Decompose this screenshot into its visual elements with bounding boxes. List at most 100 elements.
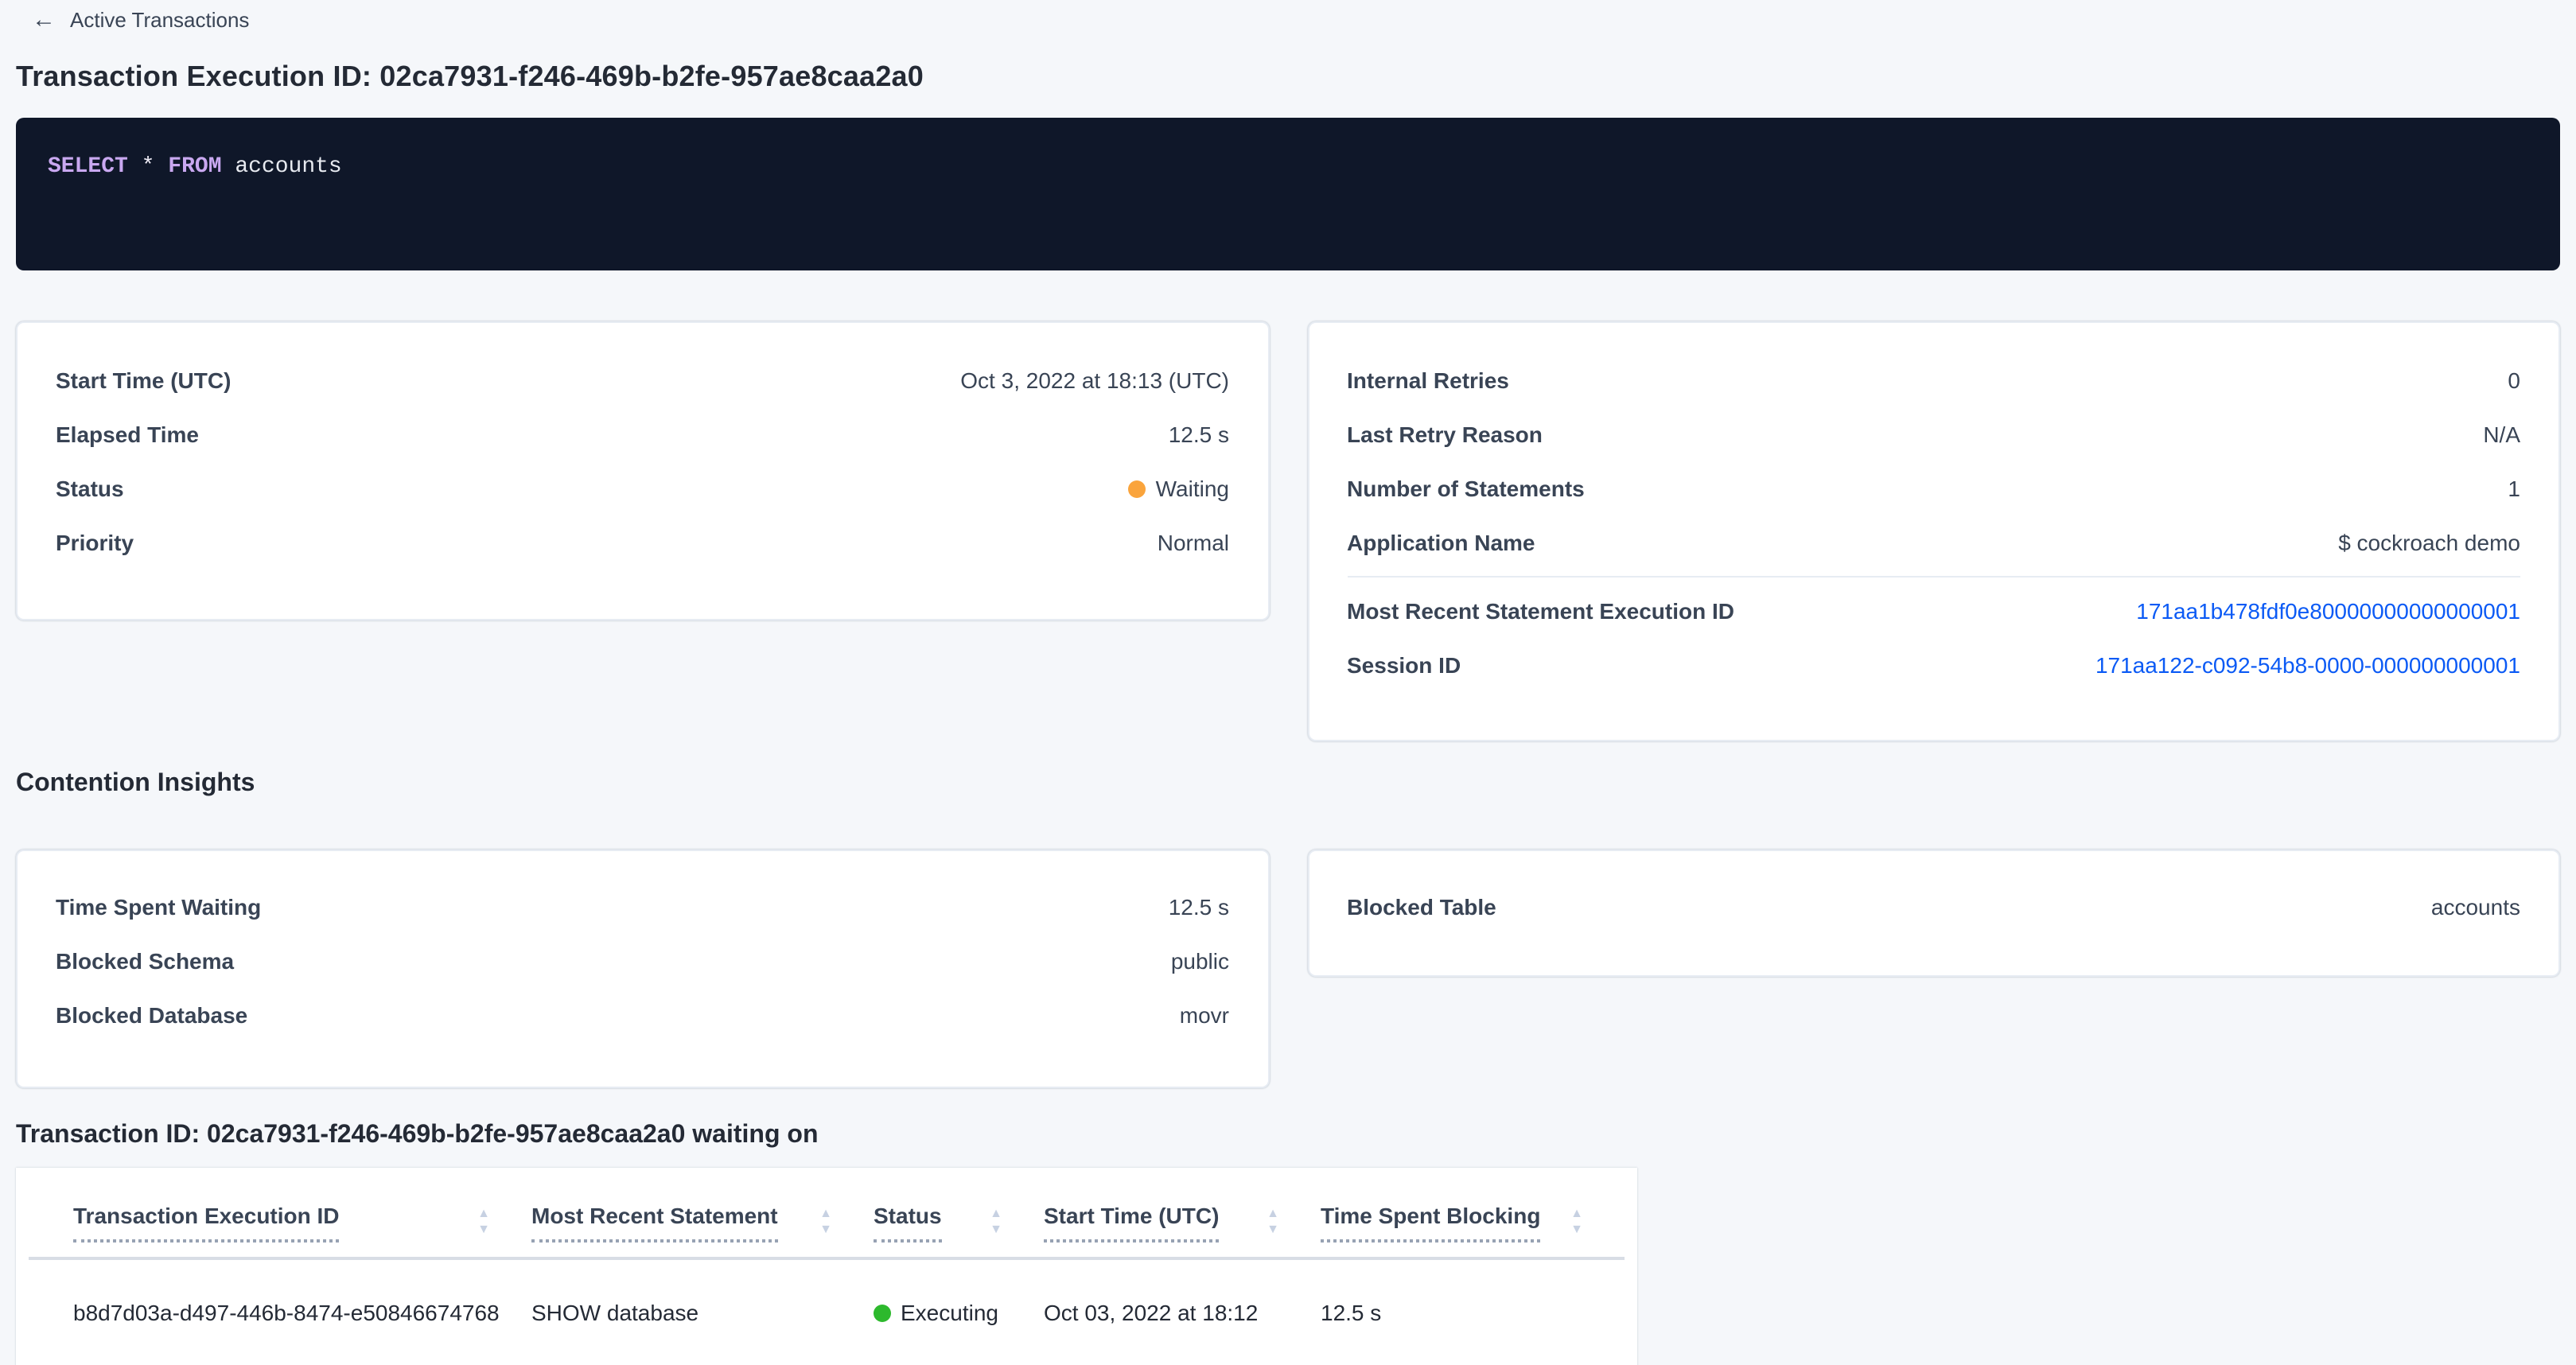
status-badge: Waiting [1128,476,1229,501]
info-row-internal-retries: Internal Retries 0 [1347,353,2520,407]
cell-most-recent-statement: SHOW database [531,1300,699,1325]
blocked-schema-value: public [1170,948,1229,974]
info-row-elapsed-time: Elapsed Time 12.5 s [56,407,1229,461]
blocked-database-label: Blocked Database [56,1002,248,1028]
sql-keyword-select: SELECT [48,154,128,180]
arrow-left-icon: ← [32,6,56,33]
column-header-transaction-execution-id[interactable]: Transaction Execution ID ▲ ▼ [73,1168,531,1257]
waiting-status-dot-icon [1128,480,1146,497]
contention-left-card: Time Spent Waiting 12.5 s Blocked Schema… [16,850,1269,1088]
column-header-status[interactable]: Status ▲ ▼ [874,1168,1044,1257]
waiting-transactions-table: Transaction Execution ID ▲ ▼ Most Recent… [16,1168,1637,1365]
priority-label: Priority [56,530,134,555]
elapsed-time-value: 12.5 s [1168,422,1229,447]
sort-desc-icon: ▼ [990,1222,1002,1236]
info-row-session-id: Session ID 171aa122-c092-54b8-0000-00000… [1347,638,2520,692]
start-time-value: Oct 3, 2022 at 18:13 (UTC) [960,368,1229,393]
contention-right-card: Blocked Table accounts [1307,850,2560,977]
info-row-number-of-statements: Number of Statements 1 [1347,461,2520,515]
column-header-most-recent-statement[interactable]: Most Recent Statement ▲ ▼ [531,1168,874,1257]
cell-transaction-execution-id: b8d7d03a-d497-446b-8474-e50846674768 [73,1300,500,1325]
statement-execution-id-label: Most Recent Statement Execution ID [1347,598,1734,624]
contention-cards-row: Time Spent Waiting 12.5 s Blocked Schema… [16,850,2560,1088]
session-id-label: Session ID [1347,652,1461,678]
internal-retries-label: Internal Retries [1347,368,1509,393]
info-row-blocked-database: Blocked Database movr [56,988,1229,1042]
sort-icon[interactable]: ▲ ▼ [990,1206,1002,1236]
sort-desc-icon: ▼ [477,1222,490,1236]
cell-status: Executing [874,1300,1044,1325]
page-title: Transaction Execution ID: 02ca7931-f246-… [16,60,924,92]
column-label: Status [874,1203,942,1242]
info-row-blocked-schema: Blocked Schema public [56,934,1229,988]
last-retry-reason-value: N/A [2483,422,2520,447]
table-row: b8d7d03a-d497-446b-8474-e50846674768 SHO… [29,1260,1625,1365]
breadcrumb-label: Active Transactions [70,8,250,32]
sort-asc-icon: ▲ [1267,1206,1279,1220]
info-row-status: Status Waiting [56,461,1229,515]
card-divider [1347,576,2520,578]
cell-start-time: Oct 03, 2022 at 18:12 [1044,1300,1259,1325]
application-name-value: $ cockroach demo [2338,530,2520,555]
column-header-time-spent-blocking[interactable]: Time Spent Blocking ▲ ▼ [1321,1168,1625,1257]
sort-asc-icon: ▲ [477,1206,490,1220]
column-label: Transaction Execution ID [73,1203,340,1242]
status-value: Waiting [1155,476,1229,501]
sort-desc-icon: ▼ [1267,1222,1279,1236]
internal-retries-value: 0 [2508,368,2520,393]
contention-insights-heading: Contention Insights [16,770,255,797]
overview-cards-row: Start Time (UTC) Oct 3, 2022 at 18:13 (U… [16,321,2560,741]
sort-asc-icon: ▲ [819,1206,832,1220]
blocked-table-label: Blocked Table [1347,894,1496,920]
sort-icon[interactable]: ▲ ▼ [477,1206,490,1236]
table-header-row: Transaction Execution ID ▲ ▼ Most Recent… [29,1168,1625,1260]
application-name-label: Application Name [1347,530,1535,555]
sql-star: * [141,154,155,180]
status-text: Executing [901,1300,998,1325]
column-label: Start Time (UTC) [1044,1203,1220,1242]
elapsed-time-label: Elapsed Time [56,422,200,447]
info-row-time-spent-waiting: Time Spent Waiting 12.5 s [56,880,1229,934]
breadcrumb-active-transactions[interactable]: ← Active Transactions [32,8,249,32]
blocked-table-value: accounts [2430,894,2520,920]
info-row-blocked-table: Blocked Table accounts [1347,880,2520,934]
start-time-label: Start Time (UTC) [56,368,232,393]
sort-asc-icon: ▲ [1570,1206,1583,1220]
column-header-start-time[interactable]: Start Time (UTC) ▲ ▼ [1044,1168,1321,1257]
sort-desc-icon: ▼ [1570,1222,1583,1236]
sort-icon[interactable]: ▲ ▼ [1570,1206,1583,1236]
last-retry-reason-label: Last Retry Reason [1347,422,1543,447]
sort-desc-icon: ▼ [819,1222,832,1236]
info-row-start-time: Start Time (UTC) Oct 3, 2022 at 18:13 (U… [56,353,1229,407]
table-inner: Transaction Execution ID ▲ ▼ Most Recent… [29,1168,1625,1365]
sort-icon[interactable]: ▲ ▼ [1267,1206,1279,1236]
sort-asc-icon: ▲ [990,1206,1002,1220]
executing-status-dot-icon [874,1304,891,1321]
info-row-statement-execution-id: Most Recent Statement Execution ID 171aa… [1347,584,2520,638]
waiting-on-heading: Transaction ID: 02ca7931-f246-469b-b2fe-… [16,1122,819,1149]
blocked-database-value: movr [1179,1002,1229,1028]
blocked-schema-label: Blocked Schema [56,948,235,974]
sort-icon[interactable]: ▲ ▼ [819,1206,832,1236]
sql-statement-box: SELECT * FROM accounts [16,118,2560,270]
priority-value: Normal [1157,530,1229,555]
info-row-last-retry-reason: Last Retry Reason N/A [1347,407,2520,461]
session-id-link[interactable]: 171aa122-c092-54b8-0000-000000000001 [2095,652,2520,678]
column-label: Most Recent Statement [531,1203,778,1242]
column-label: Time Spent Blocking [1321,1203,1541,1242]
info-row-application-name: Application Name $ cockroach demo [1347,515,2520,570]
sql-table-name: accounts [235,154,342,180]
statement-execution-id-link[interactable]: 171aa1b478fdf0e80000000000000001 [2136,598,2520,624]
status-label: Status [56,476,124,501]
sql-keyword-from: FROM [168,154,222,180]
cell-time-spent-blocking: 12.5 s [1321,1300,1382,1325]
overview-right-card: Internal Retries 0 Last Retry Reason N/A… [1307,321,2560,741]
number-of-statements-value: 1 [2508,476,2520,501]
time-spent-waiting-label: Time Spent Waiting [56,894,262,920]
info-row-priority: Priority Normal [56,515,1229,570]
overview-left-card: Start Time (UTC) Oct 3, 2022 at 18:13 (U… [16,321,1269,620]
time-spent-waiting-value: 12.5 s [1168,894,1229,920]
number-of-statements-label: Number of Statements [1347,476,1585,501]
